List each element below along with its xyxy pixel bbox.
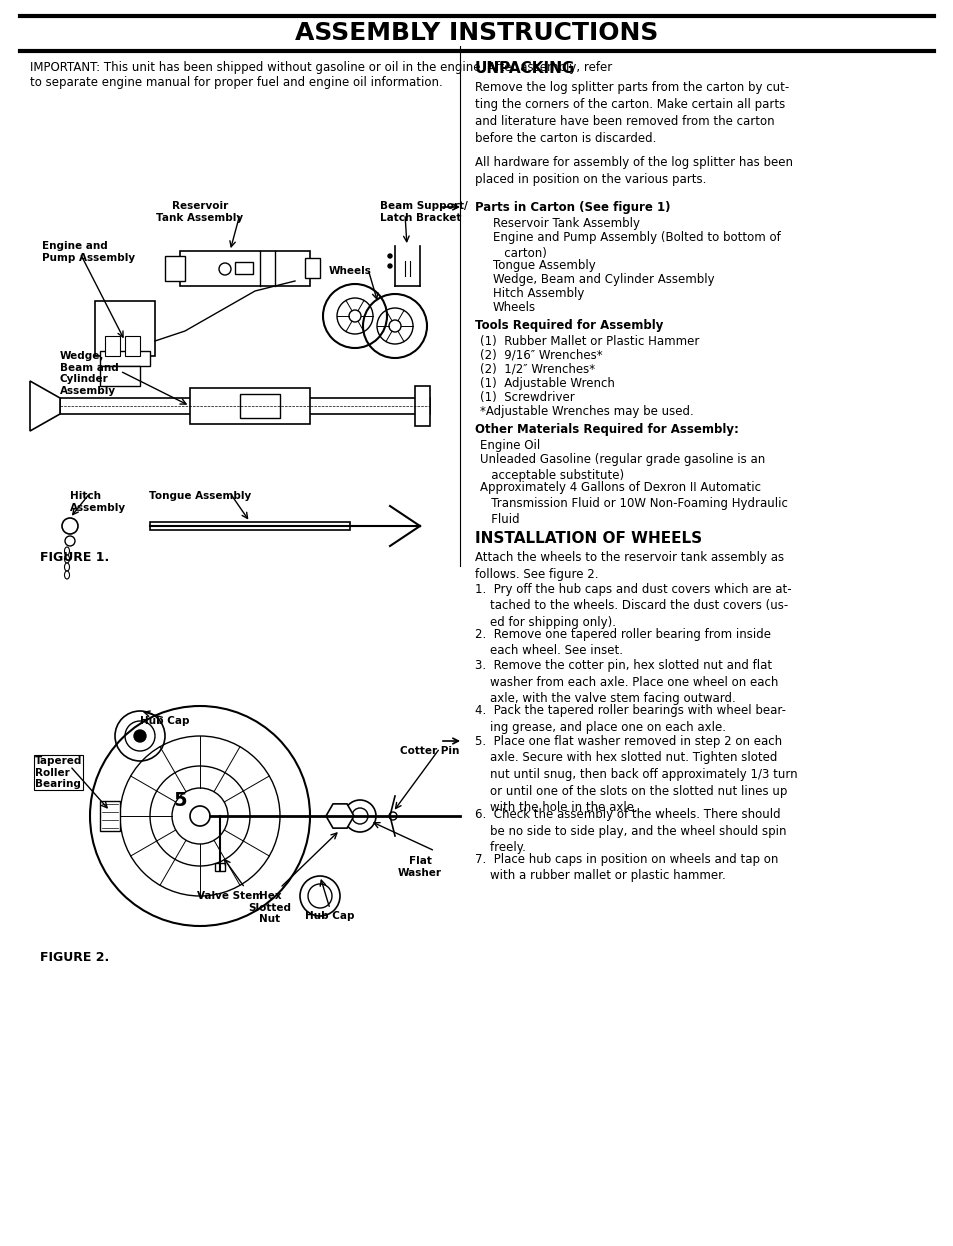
Text: Valve Stem: Valve Stem bbox=[196, 891, 263, 901]
FancyBboxPatch shape bbox=[165, 255, 185, 282]
Text: Attach the wheels to the reservoir tank assembly as
follows. See figure 2.: Attach the wheels to the reservoir tank … bbox=[475, 551, 783, 581]
Text: Tongue Assembly: Tongue Assembly bbox=[149, 491, 251, 501]
FancyBboxPatch shape bbox=[125, 336, 140, 356]
FancyBboxPatch shape bbox=[234, 262, 253, 274]
Circle shape bbox=[388, 254, 392, 258]
Text: Wheels: Wheels bbox=[493, 302, 536, 314]
Text: IMPORTANT: This unit has been shipped without gasoline or oil in the engine. Aft: IMPORTANT: This unit has been shipped wi… bbox=[30, 61, 612, 88]
FancyBboxPatch shape bbox=[60, 397, 430, 414]
Text: Wedge,
Beam and
Cylinder
Assembly: Wedge, Beam and Cylinder Assembly bbox=[60, 351, 118, 396]
Text: Remove the log splitter parts from the carton by cut-
ting the corners of the ca: Remove the log splitter parts from the c… bbox=[475, 81, 788, 145]
Text: (1)  Adjustable Wrench: (1) Adjustable Wrench bbox=[479, 378, 615, 390]
Text: Hitch Assembly: Hitch Assembly bbox=[493, 287, 584, 300]
Text: Engine Oil: Engine Oil bbox=[479, 439, 539, 452]
FancyBboxPatch shape bbox=[100, 366, 140, 386]
Text: Tapered
Roller
Bearing: Tapered Roller Bearing bbox=[35, 756, 82, 789]
Text: INSTALLATION OF WHEELS: INSTALLATION OF WHEELS bbox=[475, 531, 701, 546]
Text: FIGURE 1.: FIGURE 1. bbox=[40, 551, 110, 564]
Text: UNPACKING: UNPACKING bbox=[475, 61, 575, 76]
Text: Reservoir Tank Assembly: Reservoir Tank Assembly bbox=[493, 217, 639, 231]
FancyBboxPatch shape bbox=[415, 386, 430, 426]
Text: Engine and Pump Assembly (Bolted to bottom of
   carton): Engine and Pump Assembly (Bolted to bott… bbox=[493, 231, 780, 260]
FancyBboxPatch shape bbox=[100, 801, 120, 831]
Text: ASSEMBLY INSTRUCTIONS: ASSEMBLY INSTRUCTIONS bbox=[295, 21, 658, 46]
Text: Wheels: Wheels bbox=[328, 265, 371, 277]
Text: 5.  Place one flat washer removed in step 2 on each
    axle. Secure with hex sl: 5. Place one flat washer removed in step… bbox=[475, 735, 797, 814]
Text: Beam Support/
Latch Bracket: Beam Support/ Latch Bracket bbox=[379, 201, 467, 223]
Text: Hub Cap: Hub Cap bbox=[140, 716, 190, 726]
Circle shape bbox=[388, 264, 392, 268]
Text: Approximately 4 Gallons of Dexron II Automatic
   Transmission Fluid or 10W Non-: Approximately 4 Gallons of Dexron II Aut… bbox=[479, 481, 787, 526]
Text: Cotter Pin: Cotter Pin bbox=[400, 746, 459, 756]
Ellipse shape bbox=[65, 563, 70, 571]
FancyBboxPatch shape bbox=[214, 863, 225, 871]
Text: Reservoir
Tank Assembly: Reservoir Tank Assembly bbox=[156, 201, 243, 223]
Text: 4.  Pack the tapered roller bearings with wheel bear-
    ing grease, and place : 4. Pack the tapered roller bearings with… bbox=[475, 704, 785, 734]
Polygon shape bbox=[30, 381, 60, 431]
Text: Flat
Washer: Flat Washer bbox=[397, 856, 441, 877]
Text: (1)  Screwdriver: (1) Screwdriver bbox=[479, 391, 574, 404]
Text: Engine and
Pump Assembly: Engine and Pump Assembly bbox=[42, 240, 135, 263]
Text: 3.  Remove the cotter pin, hex slotted nut and flat
    washer from each axle. P: 3. Remove the cotter pin, hex slotted nu… bbox=[475, 659, 778, 705]
FancyBboxPatch shape bbox=[240, 394, 280, 417]
Circle shape bbox=[133, 730, 146, 743]
Text: 6.  Check the assembly of the wheels. There should
    be no side to side play, : 6. Check the assembly of the wheels. The… bbox=[475, 807, 785, 854]
Text: (1)  Rubber Mallet or Plastic Hammer: (1) Rubber Mallet or Plastic Hammer bbox=[479, 335, 699, 348]
FancyBboxPatch shape bbox=[305, 258, 319, 278]
FancyBboxPatch shape bbox=[180, 250, 310, 287]
Text: 2.  Remove one tapered roller bearing from inside
    each wheel. See inset.: 2. Remove one tapered roller bearing fro… bbox=[475, 628, 770, 658]
Text: Hex
Slotted
Nut: Hex Slotted Nut bbox=[248, 891, 292, 925]
Ellipse shape bbox=[65, 547, 70, 554]
FancyBboxPatch shape bbox=[105, 336, 120, 356]
Ellipse shape bbox=[65, 554, 70, 563]
FancyBboxPatch shape bbox=[100, 351, 150, 366]
Text: Hitch
Assembly: Hitch Assembly bbox=[70, 491, 126, 512]
Text: 7.  Place hub caps in position on wheels and tap on
    with a rubber mallet or : 7. Place hub caps in position on wheels … bbox=[475, 854, 778, 882]
Text: All hardware for assembly of the log splitter has been
placed in position on the: All hardware for assembly of the log spl… bbox=[475, 156, 792, 186]
Text: Unleaded Gasoline (regular grade gasoline is an
   acceptable substitute): Unleaded Gasoline (regular grade gasolin… bbox=[479, 454, 764, 482]
Text: (2)  1/2″ Wrenches*: (2) 1/2″ Wrenches* bbox=[479, 363, 595, 376]
Text: (2)  9/16″ Wrenches*: (2) 9/16″ Wrenches* bbox=[479, 349, 602, 363]
Text: 5: 5 bbox=[173, 791, 187, 810]
Polygon shape bbox=[326, 804, 354, 829]
FancyBboxPatch shape bbox=[150, 522, 350, 530]
Text: Other Materials Required for Assembly:: Other Materials Required for Assembly: bbox=[475, 422, 739, 436]
Text: Wedge, Beam and Cylinder Assembly: Wedge, Beam and Cylinder Assembly bbox=[493, 273, 714, 287]
Text: 1.  Pry off the hub caps and dust covers which are at-
    tached to the wheels.: 1. Pry off the hub caps and dust covers … bbox=[475, 583, 791, 629]
FancyBboxPatch shape bbox=[95, 302, 154, 356]
Text: Hub Cap: Hub Cap bbox=[305, 911, 355, 921]
FancyBboxPatch shape bbox=[190, 388, 310, 424]
Text: Tools Required for Assembly: Tools Required for Assembly bbox=[475, 319, 662, 331]
Text: FIGURE 2.: FIGURE 2. bbox=[40, 951, 110, 964]
Ellipse shape bbox=[65, 571, 70, 579]
Text: *Adjustable Wrenches may be used.: *Adjustable Wrenches may be used. bbox=[479, 405, 693, 417]
Text: Tongue Assembly: Tongue Assembly bbox=[493, 259, 595, 272]
Text: Parts in Carton (See figure 1): Parts in Carton (See figure 1) bbox=[475, 201, 670, 214]
